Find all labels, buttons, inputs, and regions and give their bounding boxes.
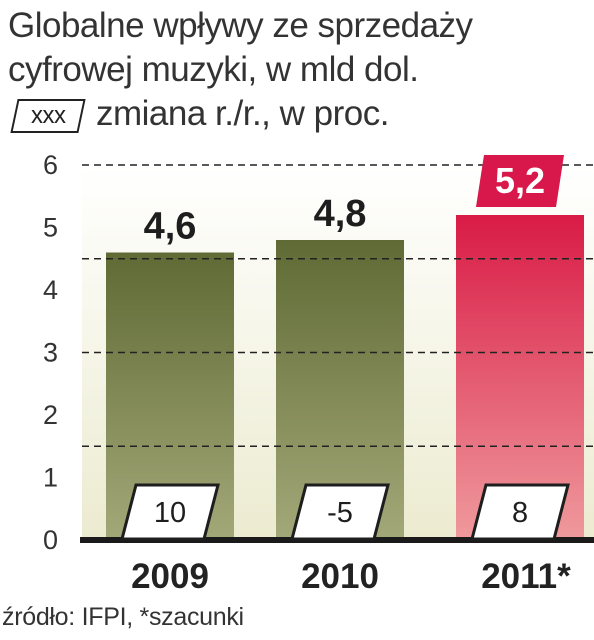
yoy-change-box: 10 bbox=[120, 483, 220, 541]
yoy-change-box: 8 bbox=[470, 483, 570, 541]
y-tick-label-1: 1 bbox=[43, 463, 58, 493]
bar-chart: 0 1 2 3 4 5 6 4,6 4,8 5,2 10 -5 8 2009 2010 2011* bbox=[43, 150, 594, 596]
value-label: 5,2 bbox=[495, 160, 545, 201]
x-tick-label-2: 2011* bbox=[481, 557, 571, 596]
y-tick-label-4: 4 bbox=[43, 275, 58, 305]
yoy-change-label: 10 bbox=[154, 497, 186, 529]
y-tick-label-5: 5 bbox=[43, 213, 58, 243]
x-tick-label-1: 2010 bbox=[301, 557, 379, 596]
legend: xxx zmiana r./r., w proc. bbox=[8, 92, 473, 136]
legend-text: zmiana r./r., w proc. bbox=[96, 94, 389, 133]
y-tick-label-6: 6 bbox=[43, 150, 58, 180]
chart-title: Globalne wpływy ze sprzedaży cyfrowej mu… bbox=[8, 4, 473, 136]
title-line-1: Globalne wpływy ze sprzedaży bbox=[8, 6, 473, 45]
value-label: 4,8 bbox=[314, 193, 367, 235]
x-tick-label-0: 2009 bbox=[131, 557, 209, 596]
y-tick-label-0: 0 bbox=[43, 525, 58, 555]
yoy-box-shape bbox=[470, 483, 570, 541]
y-tick-label-3: 3 bbox=[43, 338, 58, 368]
y-tick-label-2: 2 bbox=[43, 400, 58, 430]
yoy-change-label: 8 bbox=[512, 497, 528, 529]
title-line-2: cyfrowej muzyki, w mld dol. bbox=[8, 50, 419, 89]
value-badge-shape bbox=[476, 155, 564, 207]
source-note: źródło: IFPI, *szacunki bbox=[2, 603, 244, 631]
yoy-box-shape bbox=[120, 483, 220, 541]
value-badge-2: 5,2 bbox=[476, 155, 564, 207]
yoy-box-shape bbox=[290, 483, 390, 541]
value-label: 4,6 bbox=[144, 206, 197, 248]
yoy-change-box: -5 bbox=[290, 483, 390, 541]
yoy-change-label: -5 bbox=[327, 497, 353, 529]
